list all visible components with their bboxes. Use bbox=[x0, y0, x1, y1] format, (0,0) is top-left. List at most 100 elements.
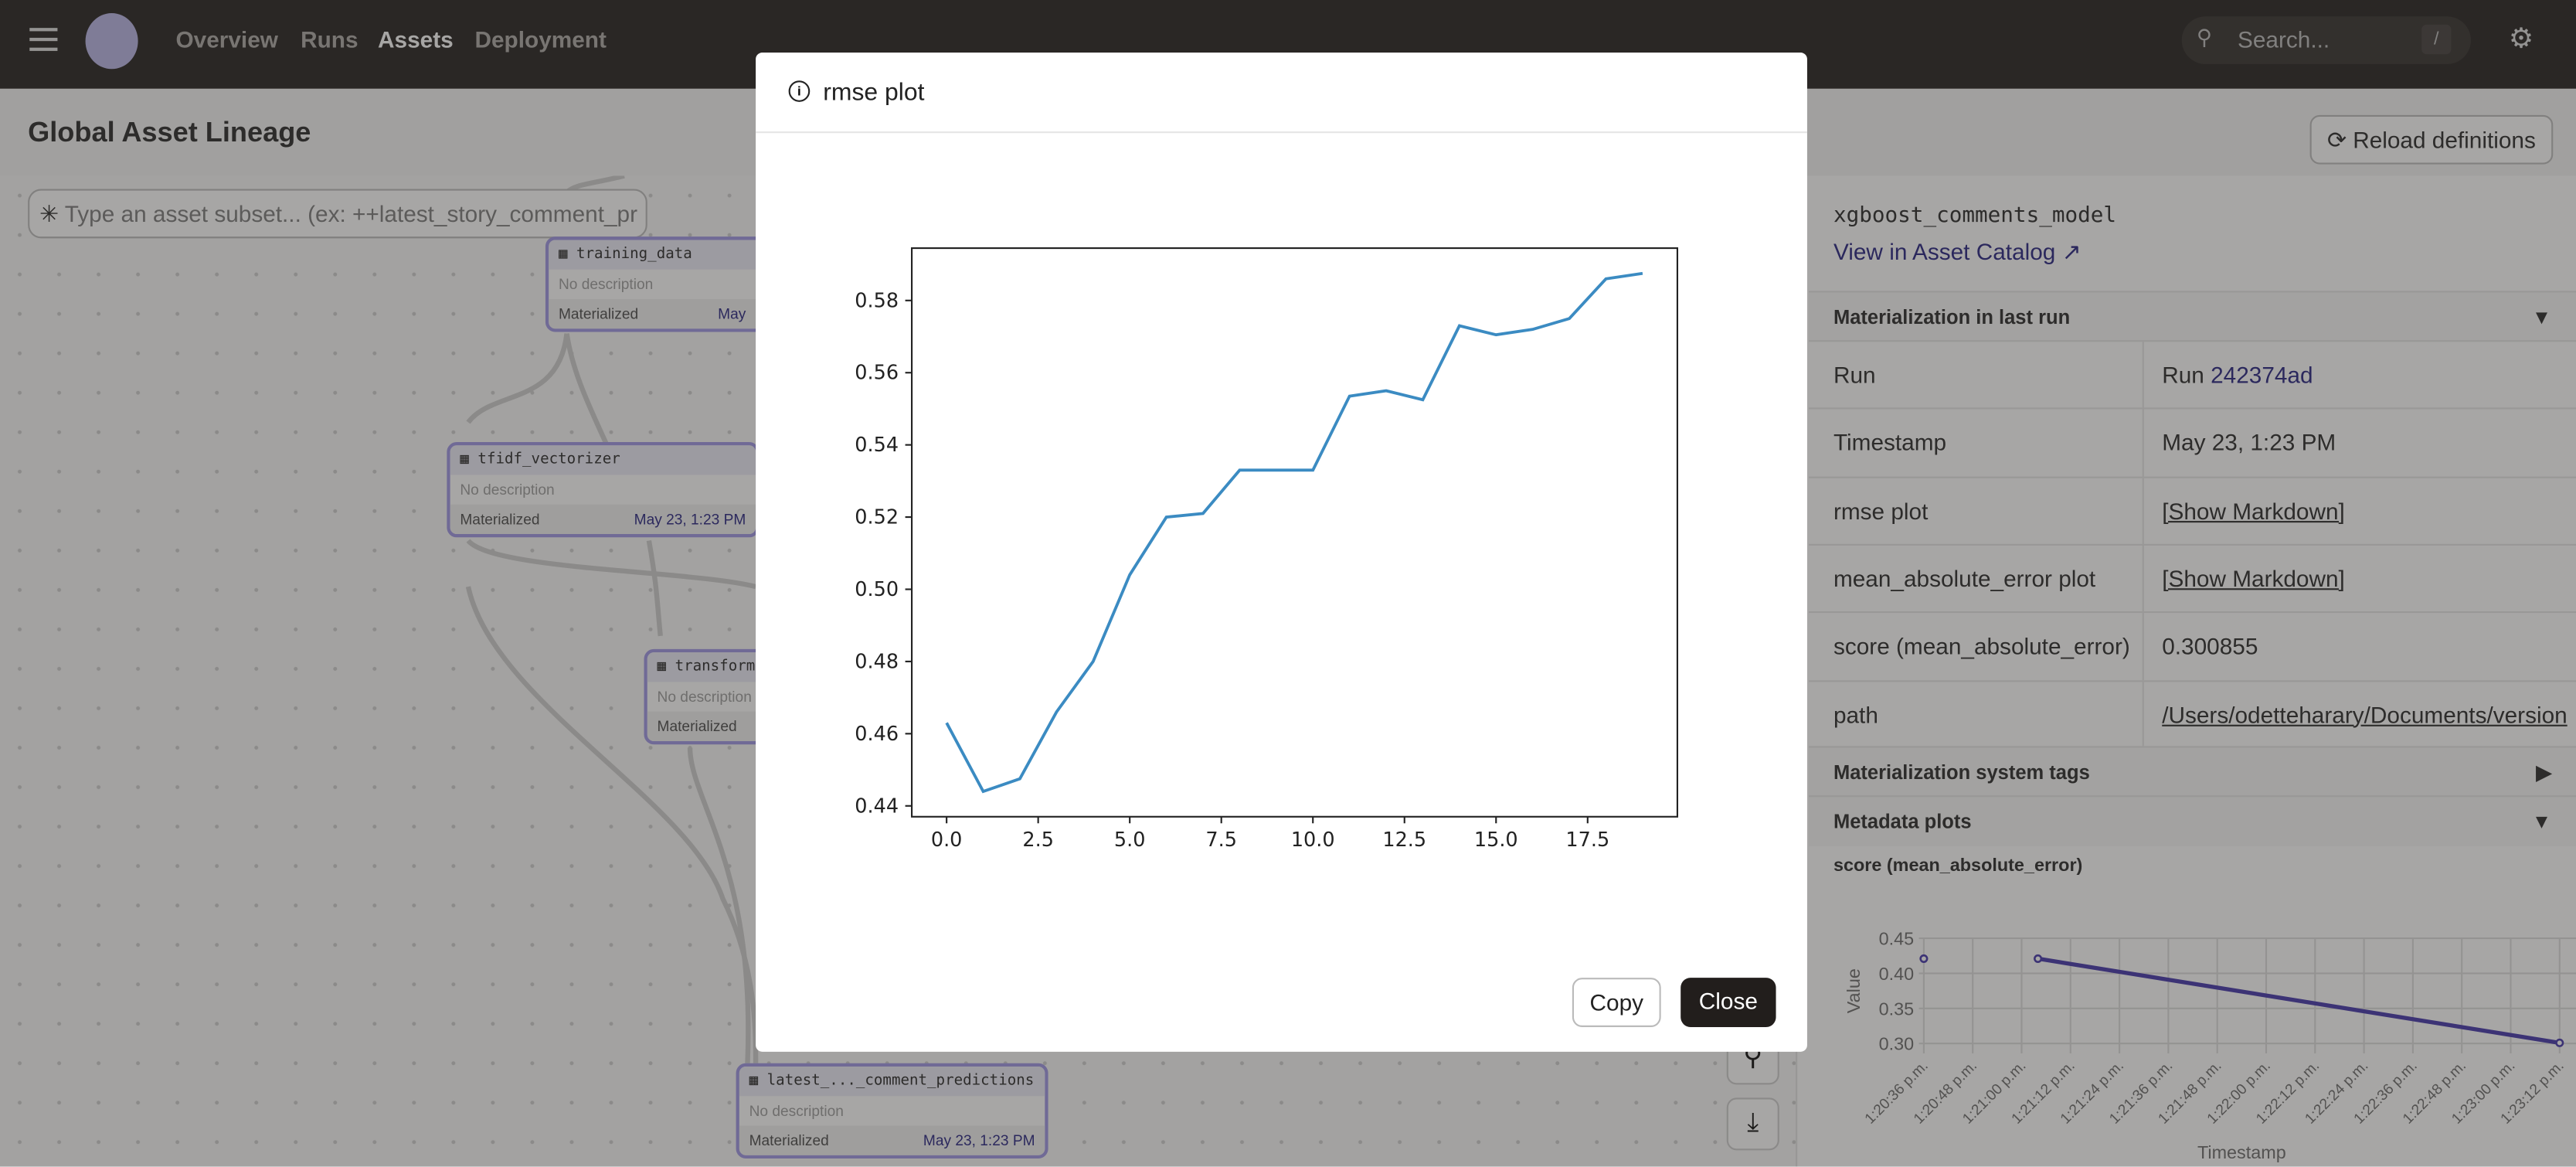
x-tick-label: 10.0 bbox=[1291, 828, 1335, 852]
metadata-row: rmse plot [Show Markdown] bbox=[1809, 475, 2576, 546]
gear-icon[interactable]: ⚙ bbox=[2508, 22, 2534, 55]
external-link-icon: ↗ bbox=[2061, 238, 2082, 265]
node-description: No description bbox=[657, 688, 752, 706]
node-name: latest_..._comment_predictions bbox=[766, 1073, 1035, 1090]
table-icon: ▦ bbox=[749, 1073, 759, 1090]
nav-assets[interactable]: Assets bbox=[378, 26, 454, 53]
node-name: tfidf_vectorizer bbox=[477, 451, 620, 468]
y-tick-label: 0.46 bbox=[855, 723, 899, 746]
row-label: Timestamp bbox=[1833, 429, 1947, 456]
asset-node-latest-comment-predictions[interactable]: ▦ latest_..._comment_predictions No desc… bbox=[736, 1063, 1048, 1159]
y-tick-label: 0.56 bbox=[855, 362, 899, 385]
row-label: score (mean_absolute_error) bbox=[1833, 633, 2130, 660]
x-tick-label: 5.0 bbox=[1114, 828, 1146, 852]
x-tick-label: 17.5 bbox=[1565, 828, 1609, 852]
chevron-down-icon: ▼ bbox=[2531, 810, 2552, 834]
node-status: Materialized bbox=[460, 511, 540, 528]
row-value: /Users/odetteharary/Documents/version bbox=[2162, 681, 2567, 748]
search-icon: ⚲ bbox=[2196, 24, 2213, 49]
x-tick-label: 7.5 bbox=[1205, 828, 1237, 852]
asset-graph-icon: ✳ bbox=[39, 200, 59, 227]
y-tick-label: 0.52 bbox=[855, 506, 899, 529]
search-input[interactable]: ⚲ Search... / bbox=[2181, 16, 2471, 64]
row-value-text[interactable]: [Show Markdown] bbox=[2162, 497, 2345, 524]
dagster-logo-icon[interactable] bbox=[85, 13, 138, 70]
metadata-plots-section-header[interactable]: Metadata plots ▼ bbox=[1809, 795, 2576, 847]
node-time: May 23, 1:23 PM bbox=[923, 1132, 1035, 1149]
node-description: No description bbox=[558, 276, 654, 293]
row-value: May 23, 1:23 PM bbox=[2162, 410, 2336, 477]
table-icon: ▦ bbox=[657, 658, 667, 675]
row-label: rmse plot bbox=[1833, 497, 1929, 524]
score-chart: 0.450.400.350.301:20:36 p.m.1:20:48 p.m.… bbox=[1844, 929, 2576, 1162]
metadata-row: score (mean_absolute_error) 0.300855 bbox=[1809, 611, 2576, 681]
node-time: May bbox=[718, 305, 746, 322]
copy-button[interactable]: Copy bbox=[1572, 978, 1661, 1027]
chevron-down-icon: ▼ bbox=[2531, 305, 2552, 329]
search-shortcut: / bbox=[2421, 24, 2452, 55]
row-value: [Show Markdown] bbox=[2162, 478, 2345, 545]
y-tick-label: 0.50 bbox=[855, 578, 899, 601]
data-point bbox=[2034, 954, 2043, 963]
view-in-catalog-link[interactable]: View in Asset Catalog ↗ bbox=[1833, 238, 2082, 265]
node-description: No description bbox=[460, 481, 555, 498]
y-tick-label: 0.45 bbox=[1879, 929, 1915, 949]
menu-icon[interactable] bbox=[29, 28, 58, 51]
table-icon: ▦ bbox=[460, 451, 469, 468]
system-tags-section-header[interactable]: Materialization system tags ▶ bbox=[1809, 746, 2576, 798]
node-name: transform bbox=[675, 658, 756, 675]
asset-sidebar: xgboost_comments_model View in Asset Cat… bbox=[1796, 175, 2576, 1167]
row-value-text: 0.300855 bbox=[2162, 633, 2258, 660]
materialization-section-header[interactable]: Materialization in last run ▼ bbox=[1809, 291, 2576, 342]
nav-deployment[interactable]: Deployment bbox=[474, 26, 607, 53]
y-tick-label: 0.58 bbox=[855, 289, 899, 312]
metadata-row: mean_absolute_error plot [Show Markdown] bbox=[1809, 543, 2576, 613]
row-label: path bbox=[1833, 700, 1878, 727]
row-value: Run 242374ad bbox=[2162, 361, 2313, 388]
y-axis-label: Value bbox=[1844, 968, 1864, 1013]
y-tick-label: 0.48 bbox=[855, 650, 899, 673]
dialog-title: rmse plot bbox=[823, 79, 925, 107]
nav-runs[interactable]: Runs bbox=[301, 26, 359, 53]
info-icon: i bbox=[788, 80, 811, 102]
plot-title: score (mean_absolute_error) bbox=[1833, 856, 2083, 876]
reload-definitions-button[interactable]: ⟳ Reload definitions bbox=[2309, 114, 2554, 165]
y-tick-label: 0.40 bbox=[1879, 964, 1915, 984]
run-link[interactable]: 242374ad bbox=[2211, 361, 2313, 388]
x-tick-label: 2.5 bbox=[1022, 828, 1054, 852]
rmse-chart: 0.0 2.5 5.0 7.5 10.0 12.5 15.0 17.5 0.44 0.46 0.48… bbox=[855, 247, 1679, 852]
plot-frame bbox=[911, 247, 1679, 818]
close-button[interactable]: Close bbox=[1681, 978, 1776, 1027]
y-tick-label: 0.44 bbox=[855, 794, 899, 818]
metadata-row: Run Run 242374ad bbox=[1809, 340, 2576, 410]
nav-overview[interactable]: Overview bbox=[175, 26, 278, 53]
data-point bbox=[2555, 1038, 2564, 1047]
metadata-row: path/Users/odetteharary/Documents/versio… bbox=[1809, 679, 2576, 749]
x-tick-label: 15.0 bbox=[1474, 828, 1518, 852]
table-icon: ▦ bbox=[558, 246, 568, 264]
rmse-series-line bbox=[945, 271, 1643, 794]
search-placeholder: Search... bbox=[2238, 26, 2330, 53]
asset-filter-input[interactable]: ✳ Type an asset subset... (ex: ++latest_… bbox=[28, 189, 647, 239]
reload-label: Reload definitions bbox=[2353, 126, 2536, 153]
metadata-row: Timestamp May 23, 1:23 PM bbox=[1809, 407, 2576, 478]
row-value-text[interactable]: [Show Markdown] bbox=[2162, 565, 2345, 592]
y-tick-label: 0.54 bbox=[855, 434, 899, 457]
x-axis-label: Timestamp bbox=[2197, 1142, 2286, 1162]
node-status: Materialized bbox=[749, 1132, 829, 1149]
node-name: training_data bbox=[576, 246, 692, 264]
node-status: Materialized bbox=[558, 305, 639, 322]
asset-node-tfidf-vectorizer[interactable]: ▦ tfidf_vectorizer No description Materi… bbox=[447, 441, 760, 538]
download-button[interactable]: ⤓ bbox=[1726, 1097, 1779, 1151]
score-series-line bbox=[2037, 956, 2561, 1046]
row-value: [Show Markdown] bbox=[2162, 546, 2345, 613]
row-value-text[interactable]: /Users/odetteharary/Documents/version bbox=[2162, 700, 2568, 727]
asset-node-training-data[interactable]: ▦ training_data No description Materiali… bbox=[545, 236, 783, 332]
refresh-icon: ⟳ bbox=[2326, 126, 2347, 153]
node-status: Materialized bbox=[657, 718, 737, 735]
row-value: 0.300855 bbox=[2162, 614, 2258, 681]
x-tick-label: 12.5 bbox=[1382, 828, 1426, 852]
page-title: Global Asset Lineage bbox=[28, 116, 311, 148]
node-time: May 23, 1:23 PM bbox=[634, 511, 746, 528]
chevron-right-icon: ▶ bbox=[2536, 760, 2552, 784]
